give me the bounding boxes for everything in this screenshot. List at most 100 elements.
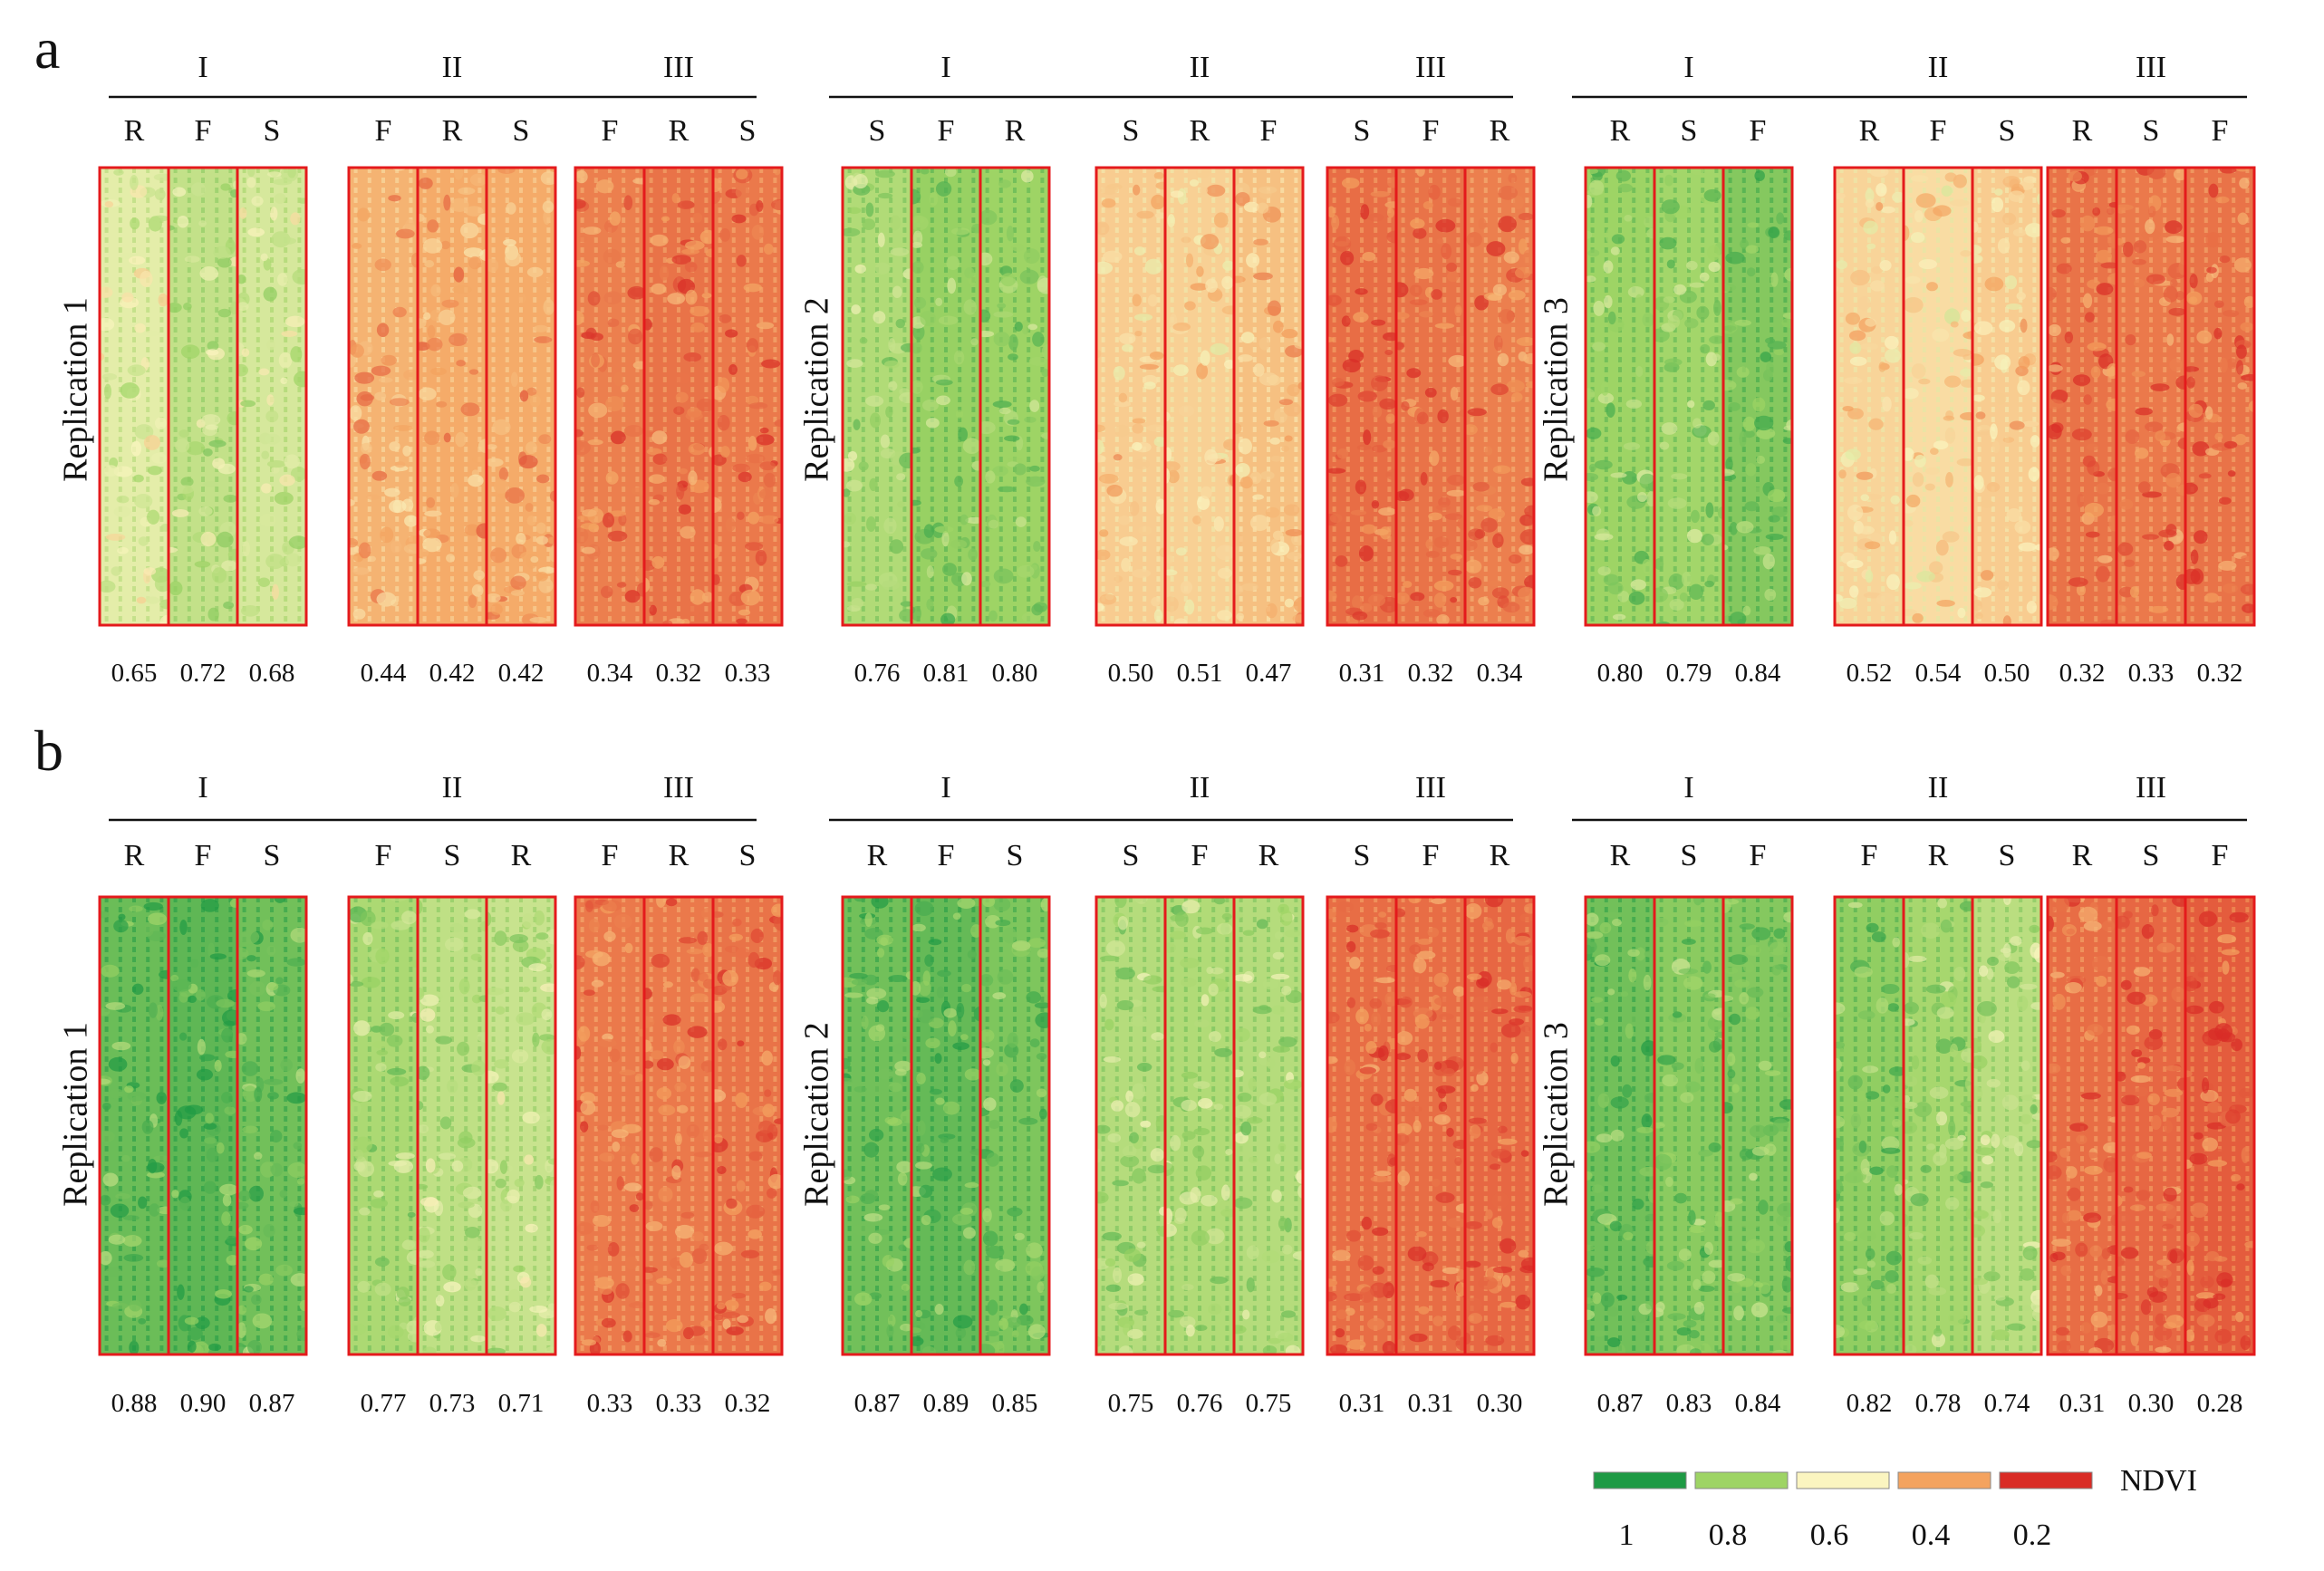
canopy-patch [2055, 1326, 2069, 1336]
canopy-patch [1476, 505, 1493, 512]
canopy-patch [998, 486, 1017, 493]
canopy-patch [179, 1128, 189, 1139]
canopy-patch [1591, 997, 1604, 1003]
canopy-patch [2055, 897, 2069, 912]
canopy-patch [1586, 912, 1599, 926]
canopy-patch [713, 178, 722, 193]
canopy-patch [2071, 428, 2092, 441]
canopy-patch [516, 532, 526, 545]
canopy-patch [1749, 487, 1768, 493]
canopy-patch [1497, 1138, 1518, 1145]
canopy-patch [1196, 362, 1209, 380]
canopy-patch [438, 1152, 457, 1161]
canopy-patch [2185, 1231, 2200, 1248]
canopy-patch [374, 391, 387, 401]
canopy-patch [2083, 1152, 2099, 1159]
canopy-patch [1866, 1260, 1876, 1268]
canopy-patch [1359, 1066, 1376, 1075]
canopy-patch [1447, 198, 1462, 207]
canopy-patch [926, 565, 934, 579]
canopy-patch [1586, 939, 1597, 955]
canopy-patch [1625, 399, 1643, 410]
canopy-patch [206, 1147, 218, 1162]
canopy-patch [2196, 1314, 2215, 1328]
canopy-patch [736, 1180, 746, 1192]
canopy-patch [2133, 240, 2147, 254]
canopy-patch [1350, 509, 1367, 516]
canopy-patch [2051, 1238, 2072, 1247]
canopy-patch [1972, 1277, 1989, 1286]
canopy-patch [2087, 1024, 2104, 1036]
legend-label: 1 [1619, 1518, 1635, 1552]
canopy-patch [1446, 489, 1465, 497]
canopy-patch [952, 912, 961, 920]
canopy-patch [1508, 290, 1526, 301]
treatment-label: R [1859, 114, 1880, 148]
canopy-patch [100, 1187, 108, 1195]
canopy-patch [900, 1324, 911, 1332]
canopy-patch [1120, 1154, 1140, 1168]
canopy-patch [759, 461, 776, 471]
canopy-patch [2217, 934, 2237, 944]
canopy-patch [1234, 911, 1244, 920]
canopy-patch [1933, 205, 1952, 217]
canopy-patch [2096, 283, 2114, 295]
panel-label: b [34, 718, 63, 783]
canopy-patch [673, 406, 685, 415]
canopy-patch [1603, 911, 1622, 919]
canopy-patch [1918, 259, 1938, 270]
canopy-patch [1360, 602, 1373, 612]
canopy-patch [423, 528, 440, 539]
canopy-patch [896, 1161, 911, 1173]
canopy-patch [158, 293, 169, 307]
canopy-patch [988, 610, 998, 622]
canopy-patch [418, 558, 427, 564]
canopy-patch [1435, 1192, 1455, 1203]
canopy-patch [1524, 574, 1534, 590]
canopy-patch [1129, 1132, 1139, 1144]
canopy-patch [407, 1211, 416, 1218]
canopy-patch [290, 1273, 306, 1287]
canopy-patch [1469, 1124, 1481, 1139]
canopy-patch [1835, 1057, 1842, 1072]
canopy-patch [700, 908, 713, 920]
ndvi-value: 0.47 [1246, 659, 1292, 688]
canopy-patch [1870, 1279, 1885, 1290]
canopy-patch [460, 222, 479, 239]
canopy-patch [736, 169, 748, 180]
canopy-patch [1959, 411, 1972, 421]
group-label: III [2136, 51, 2166, 84]
canopy-patch [1396, 342, 1404, 351]
canopy-patch [890, 247, 910, 256]
canopy-patch [1206, 967, 1214, 975]
canopy-patch [921, 399, 939, 411]
canopy-patch [1691, 168, 1704, 176]
canopy-patch [490, 603, 503, 615]
canopy-patch [2095, 565, 2110, 583]
canopy-patch [2007, 1323, 2026, 1331]
canopy-patch [1491, 1217, 1503, 1229]
canopy-patch [2001, 1135, 2020, 1149]
canopy-patch [624, 1256, 638, 1270]
canopy-patch [1234, 1027, 1250, 1042]
canopy-patch [1270, 455, 1282, 462]
canopy-patch [583, 989, 595, 997]
canopy-patch [2185, 366, 2199, 372]
canopy-patch [2134, 1086, 2148, 1097]
canopy-patch [357, 207, 371, 222]
canopy-patch [529, 617, 548, 623]
ndvi-plot-image [1465, 168, 1534, 625]
canopy-patch [843, 1077, 853, 1084]
canopy-patch [290, 927, 306, 943]
plot-boundary [979, 166, 1051, 627]
canopy-patch [1929, 561, 1943, 574]
legend-title: NDVI [2120, 1464, 2197, 1498]
canopy-patch [1775, 1315, 1787, 1324]
ndvi-value: 0.54 [1915, 659, 1962, 688]
canopy-patch [1370, 1094, 1384, 1106]
canopy-patch [1490, 1042, 1499, 1053]
canopy-patch [1965, 1208, 1972, 1219]
canopy-patch [1175, 547, 1187, 556]
canopy-patch [1863, 220, 1878, 235]
canopy-patch [442, 1264, 457, 1280]
